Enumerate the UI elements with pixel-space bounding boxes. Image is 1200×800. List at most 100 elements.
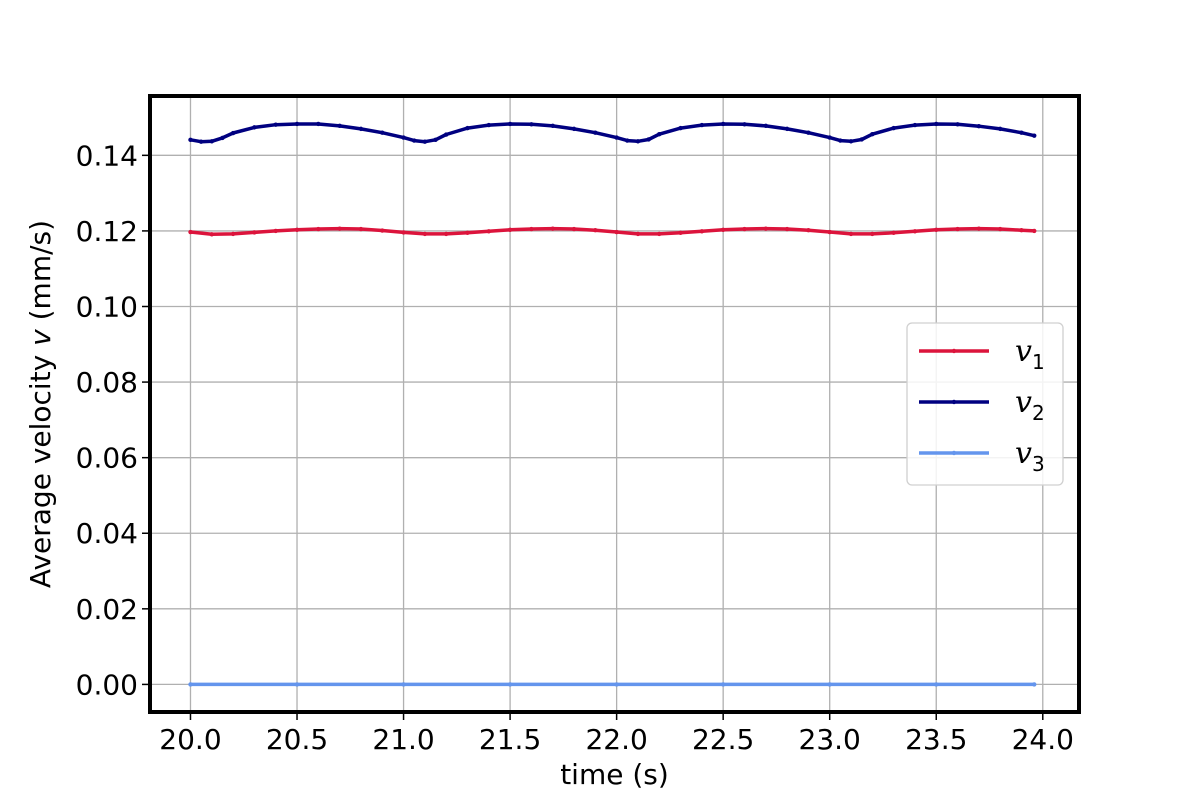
series-1-point	[891, 230, 896, 236]
x-tick-label: 23.0	[799, 723, 861, 756]
series-1-point	[380, 228, 385, 233]
series-2-point	[337, 123, 342, 129]
legend-entry-subscript: 3	[1032, 452, 1045, 476]
series-1-point	[316, 226, 321, 232]
series-2-point	[891, 125, 896, 131]
legend-entry-subscript: 1	[1032, 350, 1045, 374]
series-1-point	[742, 226, 747, 232]
series-2-point	[742, 122, 747, 127]
series-1-point	[614, 229, 619, 235]
series-3-point	[614, 682, 619, 687]
series-1-point	[422, 231, 428, 237]
series-2-point	[465, 125, 470, 131]
series-2-point	[763, 123, 768, 129]
series-2-point	[209, 139, 214, 144]
x-axis-label: time (s)	[560, 758, 669, 791]
series-1-point	[571, 226, 577, 232]
series-2-point	[294, 121, 300, 127]
series-2-point	[838, 138, 843, 143]
series-3-point	[294, 682, 300, 687]
series-2-point	[699, 122, 705, 128]
series-2-point	[252, 125, 257, 130]
series-2-point	[997, 126, 1003, 132]
series-1-point	[955, 226, 960, 232]
legend-box	[906, 322, 1064, 486]
series-1-point	[934, 227, 939, 232]
series-1-point	[593, 227, 598, 233]
x-tick-label: 22.5	[692, 723, 754, 756]
legend-entry-name: v	[1015, 436, 1032, 471]
legend-marker-1	[951, 348, 957, 354]
series-3-point	[1032, 682, 1037, 687]
series-1-point	[657, 231, 662, 237]
x-tick-label: 20.5	[266, 723, 328, 756]
series-3-point	[720, 682, 726, 687]
series-2-point	[443, 132, 449, 137]
series-1-point	[358, 226, 364, 232]
series-1-point	[273, 228, 278, 234]
y-tick-label: 0.00	[76, 668, 138, 701]
y-tick-label: 0.04	[76, 517, 138, 550]
series-2-point	[955, 122, 960, 127]
series-2-point	[188, 137, 193, 143]
legend-entry-2: v2	[1015, 385, 1045, 425]
series-2-point	[273, 122, 278, 127]
series-1-point	[337, 226, 342, 231]
series-2-point	[401, 135, 406, 140]
x-axis-ticks: 20.0 20.5 21.0 21.5 22.0 22.5 23.0 23.5 24.0	[159, 712, 1074, 756]
series-2-point	[848, 139, 854, 144]
series-2-point	[870, 131, 875, 137]
legend-entry-name: v	[1015, 385, 1032, 420]
series-2-point	[358, 126, 364, 132]
x-tick-label: 20.0	[159, 723, 221, 756]
series-2-point	[433, 137, 438, 143]
series-2-point	[614, 135, 619, 140]
series-3-point	[934, 682, 939, 687]
series-1-point	[678, 230, 683, 236]
series-2-point	[934, 121, 939, 127]
series-2-point	[230, 130, 236, 136]
series-1-point	[443, 231, 449, 237]
series-1-point	[848, 231, 854, 237]
y-tick-label: 0.08	[76, 366, 138, 399]
y-tick-label: 0.10	[76, 290, 138, 323]
x-tick-label: 22.0	[585, 723, 647, 756]
series-1-point	[1032, 228, 1037, 234]
series-2-point	[486, 122, 491, 128]
series-1-point	[806, 227, 811, 233]
legend-entry-1: v1	[1015, 334, 1045, 374]
series-1-point	[827, 229, 832, 235]
series-3-point	[507, 682, 513, 687]
series-1-point	[252, 230, 257, 235]
series-2-point	[220, 135, 225, 141]
y-tick-label: 0.12	[76, 215, 138, 248]
series-2-point	[784, 126, 790, 132]
series-line-2	[190, 122, 1035, 144]
y-axis-label-suffix: (mm/s)	[24, 220, 57, 329]
y-axis-label: Average velocity v (mm/s)	[24, 220, 57, 588]
series-2-point	[827, 135, 832, 140]
series-2-point	[198, 139, 204, 144]
series-1-point	[997, 226, 1003, 232]
legend-marker-3	[951, 450, 957, 456]
series-1-point	[784, 226, 790, 232]
y-tick-label: 0.02	[76, 593, 138, 626]
legend-entry-subscript: 2	[1032, 401, 1045, 425]
series-1-point	[720, 227, 726, 232]
series-3-point	[401, 682, 406, 687]
series-2-point	[657, 131, 662, 137]
x-tick-label: 21.5	[479, 723, 541, 756]
legend-entry-3: v3	[1015, 436, 1045, 476]
y-axis-label-prefix: Average velocity	[24, 346, 57, 588]
y-tick-label: 0.06	[76, 442, 138, 475]
series-1-point	[486, 229, 491, 234]
series-1-point	[912, 229, 918, 234]
series-3-point	[827, 682, 832, 687]
x-tick-label: 23.5	[905, 723, 967, 756]
series-3-point	[188, 682, 193, 687]
series-1-point	[870, 231, 875, 237]
series-2-point	[422, 139, 428, 144]
series-2-point	[678, 125, 683, 131]
